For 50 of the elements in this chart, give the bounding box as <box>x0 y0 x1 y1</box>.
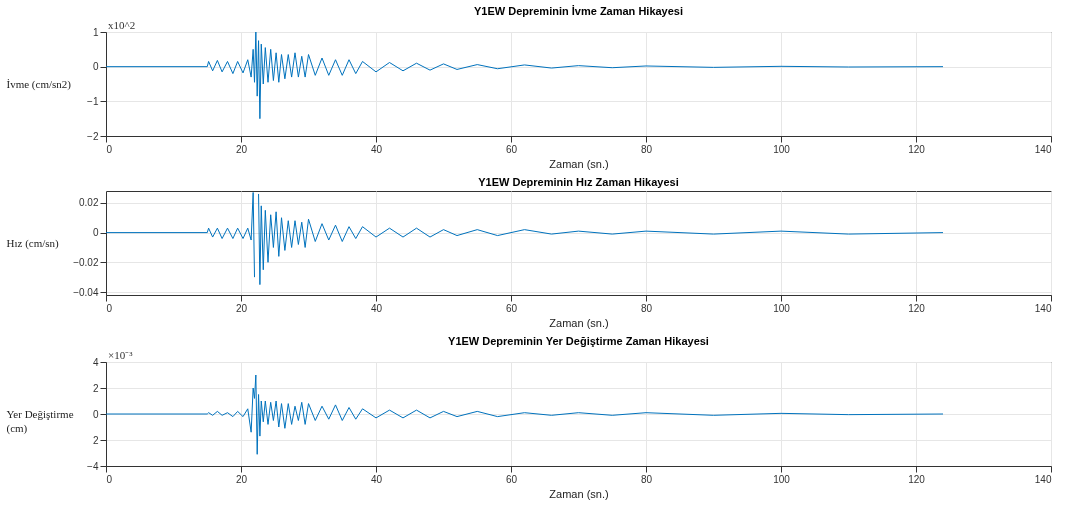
y-tick-label: 0 <box>92 408 99 420</box>
x-tick-label: 0 <box>106 473 113 485</box>
x-tick-label: 60 <box>505 473 518 485</box>
x-tick-label: 80 <box>640 302 653 314</box>
x-tick-label: 40 <box>370 473 383 485</box>
x-tick-label: 80 <box>640 473 653 485</box>
y-tick-label: 1 <box>92 26 99 38</box>
y-tick-label: 0 <box>92 61 99 73</box>
y-tick-label: 2 <box>92 382 99 394</box>
chart-title: Y1EW Depreminin Yer Değiştirme Zaman Hikayesi <box>448 335 709 347</box>
x-tick-label: 140 <box>1034 473 1052 485</box>
x-tick-label: 60 <box>505 143 518 155</box>
x-tick-label: 40 <box>370 302 383 314</box>
x-axis-title: Zaman (sn.) <box>549 157 609 170</box>
x-tick-label: 120 <box>908 473 926 485</box>
x-axis-title: Zaman (sn.) <box>549 316 609 329</box>
y-tick-label: −0.04 <box>73 286 99 298</box>
x-tick-label: 80 <box>640 143 653 155</box>
x-tick-label: 0 <box>106 302 113 314</box>
x-tick-label: 20 <box>235 473 248 485</box>
x-tick-label: 100 <box>773 143 791 155</box>
y-tick-label: 0 <box>92 227 99 239</box>
y-tick-label: 0.02 <box>79 197 99 209</box>
x-tick-label: 60 <box>505 302 518 314</box>
y-axis-title: Hız (cm/sn) <box>6 236 60 250</box>
x-tick-label: 140 <box>1034 143 1052 155</box>
x-tick-label: 40 <box>370 143 383 155</box>
x-tick-label: 20 <box>235 143 248 155</box>
x-tick-label: 120 <box>908 143 926 155</box>
y-tick-label: −2 <box>87 130 99 142</box>
x-tick-label: 0 <box>106 143 113 155</box>
y-tick-label: 4 <box>92 356 99 368</box>
y-tick-label: 2 <box>92 434 99 446</box>
x-axis-title: Zaman (sn.) <box>549 487 609 500</box>
y-axis-title: Yer Değiştirme (cm) <box>6 407 74 435</box>
y-tick-label: −4 <box>87 460 99 472</box>
y-tick-label: −0.02 <box>73 256 99 268</box>
text: ×10⁻³ <box>108 349 134 361</box>
x-tick-label: 100 <box>773 302 791 314</box>
text: x10^2 <box>108 19 136 31</box>
y-axis-title: İvme (cm/sn2) <box>6 77 72 91</box>
x-tick-label: 20 <box>235 302 248 314</box>
line-series <box>105 374 944 455</box>
line-series <box>105 31 944 120</box>
chart-title: Y1EW Depreminin Hız Zaman Hikayesi <box>478 176 679 188</box>
chart-title: Y1EW Depreminin İvme Zaman Hikayesi <box>473 5 684 17</box>
x-tick-label: 100 <box>773 473 791 485</box>
x-tick-label: 120 <box>908 302 926 314</box>
y-tick-label: −1 <box>87 95 99 107</box>
x-tick-label: 140 <box>1034 302 1052 314</box>
